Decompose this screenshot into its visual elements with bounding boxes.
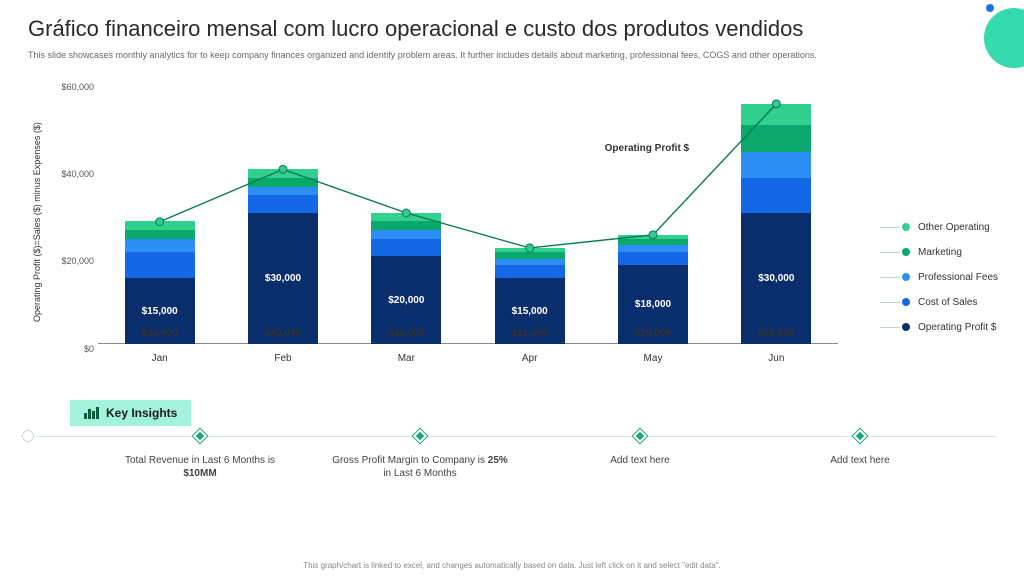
legend-dot <box>902 273 910 281</box>
x-tick: May <box>644 353 663 364</box>
bar-inner-label: $18,000 <box>618 299 688 310</box>
legend-label: Marketing <box>918 247 962 258</box>
bar-segment-marketing <box>741 125 811 151</box>
legend-label: Professional Fees <box>918 272 998 283</box>
insight-text: Add text here <box>550 454 730 467</box>
bar-inner-label: $15,000 <box>495 306 565 317</box>
bar-segment-marketing <box>248 178 318 187</box>
insights-track-start <box>22 430 34 442</box>
bar-segment-marketing <box>618 239 688 246</box>
legend-label: Cost of Sales <box>918 297 977 308</box>
footer-note: This graph/chart is linked to excel, and… <box>0 561 1024 570</box>
insight-marker-icon <box>632 427 649 444</box>
x-tick: Jun <box>768 353 784 364</box>
insight-node: Gross Profit Margin to Company is 25% in… <box>330 430 510 480</box>
x-tick: Feb <box>274 353 291 364</box>
insight-marker-icon <box>192 427 209 444</box>
bars-icon <box>84 407 98 419</box>
legend-label: Other Operating <box>918 222 990 233</box>
insight-text: Add text here <box>770 454 950 467</box>
bar-segment-professional_fees <box>371 230 441 239</box>
key-insights-badge: Key Insights <box>70 400 191 426</box>
chart-container: Operating Profit ($)=Sales ($) minus Exp… <box>28 72 996 372</box>
legend-item: Professional Fees <box>880 272 1024 283</box>
legend: Other Operating Marketing Professional Fee… <box>880 222 1024 347</box>
bar-segment-other_operating <box>741 104 811 126</box>
bar-segment-professional_fees <box>125 239 195 252</box>
chart-plot: $0$20,000$40,000$60,000$28,000$15,000$40… <box>48 72 838 372</box>
x-tick: Jan <box>152 353 168 364</box>
bar-segment-cost_of_sales <box>495 265 565 278</box>
legend-dot <box>902 223 910 231</box>
bar-segment-other_operating <box>125 221 195 230</box>
x-tick: Apr <box>522 353 538 364</box>
bar-segment-professional_fees <box>495 259 565 266</box>
bar-segment-professional_fees <box>248 187 318 196</box>
bar-segment-marketing <box>125 230 195 239</box>
insight-text: Gross Profit Margin to Company is 25% in… <box>330 454 510 480</box>
bar-segment-professional_fees <box>618 245 688 252</box>
legend-item: Other Operating <box>880 222 1024 233</box>
legend-dot <box>902 298 910 306</box>
key-insights-label: Key Insights <box>106 406 177 420</box>
legend-item: Marketing <box>880 247 1024 258</box>
insight-marker-icon <box>852 427 869 444</box>
y-axis-label: Operating Profit ($)=Sales ($) minus Exp… <box>28 72 42 372</box>
y-tick: $0 <box>48 344 94 354</box>
legend-item: Operating Profit $ <box>880 322 1024 333</box>
bar-segment-cost_of_sales <box>618 252 688 265</box>
insight-marker-icon <box>412 427 429 444</box>
insight-node: Total Revenue in Last 6 Months is $10MM <box>110 430 290 480</box>
x-tick: Mar <box>398 353 415 364</box>
bar-segment-professional_fees <box>741 152 811 178</box>
line-callout: Operating Profit $ <box>605 143 689 154</box>
bar-segment-cost_of_sales <box>248 195 318 212</box>
decor-dot-small <box>986 4 994 12</box>
legend-label: Operating Profit $ <box>918 322 996 333</box>
slide-subtitle: This slide showcases monthly analytics f… <box>28 50 996 62</box>
legend-dot <box>902 323 910 331</box>
insight-node: Add text here <box>770 430 950 467</box>
bar-segment-other_operating <box>495 248 565 252</box>
bar-segment-cost_of_sales <box>371 239 441 256</box>
bar-inner-label: $20,000 <box>371 295 441 306</box>
legend-dot <box>902 248 910 256</box>
y-tick: $20,000 <box>48 256 94 266</box>
y-tick: $40,000 <box>48 169 94 179</box>
bar-inner-label: $15,000 <box>125 306 195 317</box>
slide-title: Gráfico financeiro mensal com lucro oper… <box>28 16 996 42</box>
legend-item: Cost of Sales <box>880 297 1024 308</box>
bar-segment-marketing <box>495 252 565 259</box>
y-tick: $60,000 <box>48 82 94 92</box>
bar-segment-other_operating <box>618 235 688 239</box>
bar-segment-cost_of_sales <box>125 252 195 278</box>
bar-inner-label: $30,000 <box>741 273 811 284</box>
bar-inner-label: $30,000 <box>248 273 318 284</box>
insights-row: Key Insights Total Revenue in Last 6 Mon… <box>0 386 1024 476</box>
bar-segment-other_operating <box>371 213 441 222</box>
bar-segment-cost_of_sales <box>741 178 811 213</box>
bar-segment-other_operating <box>248 169 318 178</box>
insight-node: Add text here <box>550 430 730 467</box>
insight-text: Total Revenue in Last 6 Months is $10MM <box>110 454 290 480</box>
bar-segment-marketing <box>371 221 441 230</box>
